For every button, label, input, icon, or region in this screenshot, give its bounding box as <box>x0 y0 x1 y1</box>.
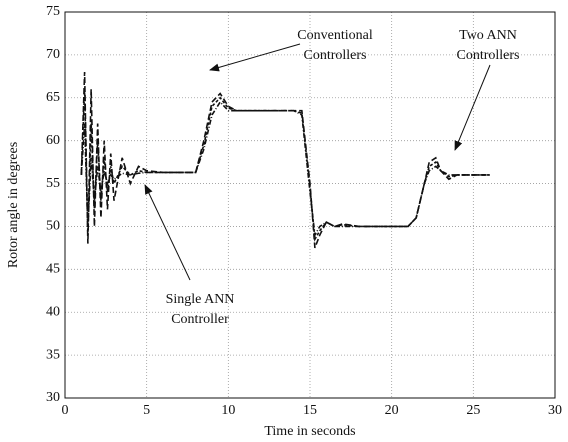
annotation-text: Controllers <box>457 48 520 63</box>
annotation-arrow <box>144 184 191 281</box>
annotation-text: Controller <box>171 312 229 327</box>
x-tick-label: 10 <box>221 403 235 418</box>
annotation-text: Controllers <box>304 48 367 63</box>
annotation-text: Two ANN <box>459 28 517 43</box>
y-tick-label: 60 <box>46 133 60 148</box>
series-line <box>80 89 490 242</box>
y-tick-label: 70 <box>46 47 60 62</box>
y-tick-label: 45 <box>46 262 60 277</box>
series-line <box>80 72 490 249</box>
x-tick-label: 20 <box>385 403 399 418</box>
x-tick-label: 15 <box>303 403 317 418</box>
annotation-text: Single ANN <box>166 292 235 307</box>
x-tick-label: 5 <box>143 403 150 418</box>
x-axis-label: Time in seconds <box>264 424 355 439</box>
y-tick-label: 65 <box>46 90 60 105</box>
y-axis-label: Rotor angle in degrees <box>6 142 21 268</box>
x-tick-label: 30 <box>548 403 562 418</box>
annotation-text: Conventional <box>297 28 373 43</box>
annotation-arrow <box>209 43 301 72</box>
y-tick-label: 75 <box>46 4 60 19</box>
plot-frame <box>64 11 556 399</box>
annotation-arrow <box>454 64 491 151</box>
y-tick-label: 35 <box>46 347 60 362</box>
y-tick-label: 50 <box>46 219 60 234</box>
y-tick-label: 40 <box>46 304 60 319</box>
y-tick-label: 30 <box>46 390 60 405</box>
y-tick-label: 55 <box>46 176 60 191</box>
x-tick-label: 0 <box>62 403 69 418</box>
x-tick-label: 25 <box>466 403 480 418</box>
